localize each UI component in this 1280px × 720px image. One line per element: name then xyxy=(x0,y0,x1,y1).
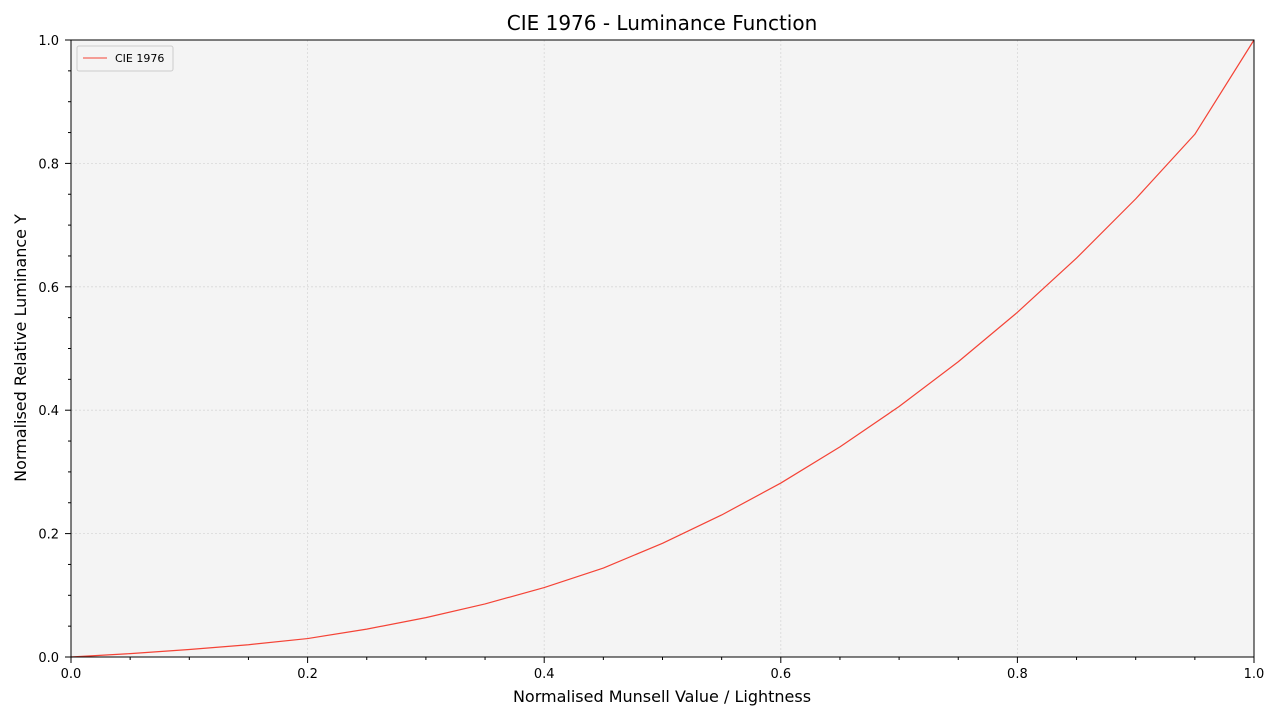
legend-label: CIE 1976 xyxy=(115,52,164,65)
x-tick-label: 0.6 xyxy=(770,667,791,682)
y-tick-label: 0.8 xyxy=(38,157,59,172)
ticks: 0.0 0.2 0.4 0.6 0.8 1.0 0.0 0.2 0.4 0.6 0.8 1.0 xyxy=(38,34,1264,682)
legend: CIE 1976 xyxy=(76,45,174,72)
y-tick-label: 0.4 xyxy=(38,404,59,419)
y-tick-label: 1.0 xyxy=(38,34,59,49)
x-axis-label: Normalised Munsell Value / Lightness xyxy=(513,687,811,706)
plot-area xyxy=(71,40,1254,657)
grid xyxy=(71,40,1254,657)
y-axis-label: Normalised Relative Luminance Y xyxy=(11,214,30,482)
y-tick-label: 0.6 xyxy=(38,281,59,296)
y-tick-label: 0.0 xyxy=(38,651,59,666)
y-tick-label: 0.2 xyxy=(38,528,59,543)
legend-box xyxy=(76,45,174,72)
series-line-cie-1976 xyxy=(70,39,1255,658)
x-tick-label: 0.8 xyxy=(1007,667,1028,682)
x-tick-label: 1.0 xyxy=(1244,667,1265,682)
series-layer xyxy=(70,39,1255,658)
chart-title: CIE 1976 - Luminance Function xyxy=(507,11,818,35)
x-tick-label: 0.4 xyxy=(534,667,555,682)
x-tick-label: 0.2 xyxy=(297,667,318,682)
x-tick-label: 0.0 xyxy=(61,667,82,682)
